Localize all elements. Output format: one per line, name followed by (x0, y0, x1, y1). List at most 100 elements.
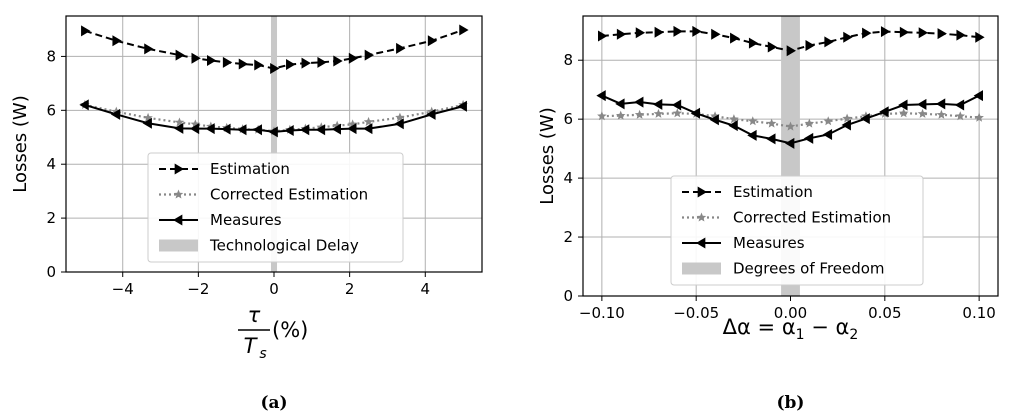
data-point (634, 96, 644, 108)
data-point (190, 119, 201, 129)
data-point (842, 113, 852, 123)
chart-a: −4 −2 0 2 4 0 2 4 6 8 Losses (W) τT s (%) (a) Estimatio… (10, 15, 483, 413)
x-label-numerator: τ (248, 303, 261, 327)
data-point (596, 90, 606, 102)
data-point (615, 110, 626, 120)
data-point (237, 124, 247, 136)
data-point (671, 99, 682, 111)
data-point (956, 29, 966, 41)
panel-label: (a) (260, 393, 287, 413)
data-point (112, 35, 122, 47)
data-point (898, 108, 909, 118)
legend-marker (696, 237, 706, 249)
legend-box (147, 152, 404, 263)
data-point (634, 109, 645, 119)
data-point (935, 98, 946, 110)
data-point (459, 24, 469, 36)
x-tick-label: 0.10 (962, 304, 995, 322)
data-point (937, 28, 947, 40)
data-point (363, 123, 373, 135)
data-point (332, 120, 342, 130)
data-point (917, 98, 927, 110)
data-point (427, 35, 438, 47)
legend-box (670, 175, 924, 286)
data-point (286, 59, 296, 71)
y-tick-label: 2 (46, 209, 56, 227)
data-point (79, 99, 89, 111)
x-axis-label: Δα = α1 − α2 (723, 315, 859, 343)
data-point (144, 43, 154, 55)
data-point (955, 111, 966, 121)
legend-entry: Degrees of Freedom (682, 260, 885, 278)
data-point (730, 32, 740, 44)
data-point (936, 109, 947, 119)
data-point (270, 63, 280, 75)
data-point (709, 114, 719, 126)
y-tick-label: 4 (46, 155, 56, 173)
data-point (347, 123, 357, 135)
data-point (975, 31, 985, 43)
y-tick-label: 6 (46, 101, 56, 119)
legend-label: Estimation (210, 160, 290, 178)
legend-entry: Estimation (682, 183, 813, 201)
legend-label: Estimation (733, 183, 813, 201)
data-point (174, 117, 185, 127)
data-point (804, 118, 815, 128)
data-point (918, 27, 929, 39)
data-point (652, 98, 663, 110)
data-point (426, 108, 436, 120)
chart-b: −0.10 −0.05 0.00 0.05 0.10 0 2 4 6 8 Losses (W) Δα … (537, 15, 999, 413)
data-point (315, 124, 326, 136)
x-tick-label: −2 (187, 280, 209, 298)
series-line (601, 112, 980, 128)
data-point (748, 37, 759, 49)
data-point (364, 49, 375, 61)
data-point (221, 123, 231, 135)
data-point (973, 90, 983, 102)
legend-label: Degrees of Freedom (733, 260, 885, 278)
data-point (457, 100, 467, 112)
x-label-denominator: T (244, 334, 259, 358)
data-point (363, 116, 374, 126)
data-point (268, 126, 278, 138)
legend-entry: Measures (159, 211, 282, 229)
data-point (331, 123, 342, 135)
legend-label: Technological Delay (209, 237, 359, 255)
data-point (690, 107, 701, 119)
legend-entry: Corrected Estimation (682, 209, 891, 227)
legend-label: Corrected Estimation (733, 209, 891, 227)
data-point (711, 28, 721, 40)
legend-entry: Corrected Estimation (159, 186, 368, 204)
data-point (729, 114, 739, 124)
data-point (191, 52, 201, 64)
data-point (143, 112, 153, 122)
data-point (348, 52, 359, 64)
x-tick-label: 0.05 (868, 304, 901, 322)
data-point (899, 26, 910, 38)
y-tick-label: 0 (563, 287, 573, 305)
data-point (823, 116, 833, 126)
data-point (333, 55, 343, 67)
x-tick-label: 0.00 (774, 304, 807, 322)
x-tick-label: 2 (345, 280, 355, 298)
data-point (395, 112, 405, 122)
data-point (766, 133, 776, 145)
data-point (396, 42, 406, 54)
y-tick-label: 4 (563, 169, 573, 187)
data-point (843, 31, 853, 43)
y-tick-label: 6 (563, 110, 573, 128)
data-point (299, 124, 310, 136)
data-point (615, 98, 625, 110)
data-point (653, 108, 664, 118)
data-point (974, 112, 984, 122)
y-tick-label: 8 (46, 47, 56, 65)
data-point (672, 108, 683, 118)
series-estimation (598, 25, 985, 57)
legend: Estimation Corrected Estimation Measures De… (670, 175, 924, 286)
y-tick-label: 8 (563, 51, 573, 69)
y-tick-label: 2 (563, 228, 573, 246)
data-point (862, 27, 872, 39)
x-tick-label: −0.10 (579, 304, 625, 322)
legend-label: Corrected Estimation (210, 186, 368, 204)
